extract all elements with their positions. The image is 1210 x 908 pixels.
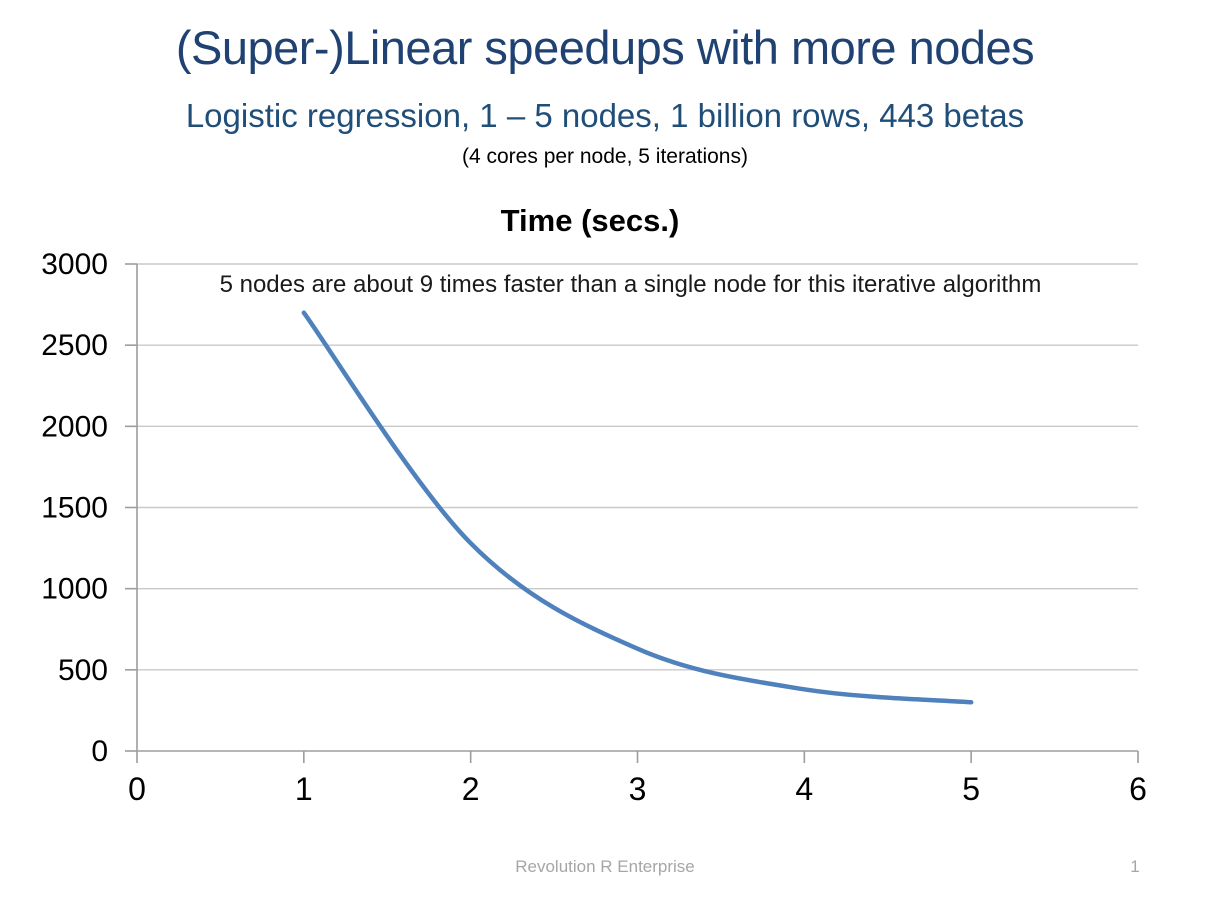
x-tick-label: 1	[295, 771, 313, 807]
y-tick-label: 0	[91, 735, 108, 768]
page-number: 1	[1130, 857, 1140, 876]
chart-annotation: 5 nodes are about 9 times faster than a …	[219, 271, 1042, 298]
x-tick-label: 4	[795, 771, 813, 807]
x-tick-label: 0	[128, 771, 146, 807]
y-tick-label: 3000	[41, 248, 108, 281]
x-tick-label: 3	[629, 771, 647, 807]
y-tick-label: 1500	[41, 492, 108, 525]
x-tick-label: 5	[962, 771, 980, 807]
y-tick-label: 1000	[41, 573, 108, 606]
y-tick-label: 2000	[41, 410, 108, 443]
slide-title: (Super-)Linear speedups with more nodes	[175, 21, 1035, 74]
x-tick-label: 2	[462, 771, 480, 807]
y-tick-label: 500	[58, 654, 108, 687]
slide-subtitle: Logistic regression, 1 – 5 nodes, 1 bill…	[185, 97, 1025, 134]
footer-text: Revolution R Enterprise	[515, 857, 695, 876]
series-line	[301, 310, 974, 705]
chart-title: Time (secs.)	[500, 203, 680, 238]
slide-footnote: (4 cores per node, 5 iterations)	[462, 145, 748, 168]
x-tick-label: 6	[1129, 771, 1147, 807]
y-tick-label: 2500	[41, 329, 108, 362]
